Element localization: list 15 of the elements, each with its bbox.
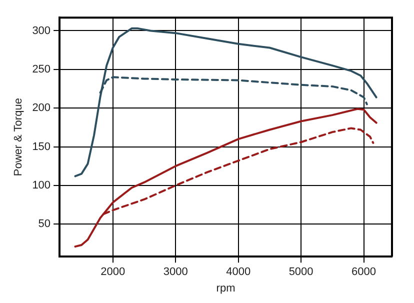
x-tick-label: 2000	[100, 266, 126, 278]
y-tick-label: 50	[38, 218, 51, 230]
x-axis-title: rpm	[216, 282, 236, 294]
x-tick-label: 6000	[352, 266, 376, 278]
y-tick-label: 300	[32, 24, 51, 37]
y-tick-label: 100	[32, 179, 51, 192]
y-axis-title: Power & Torque	[12, 98, 25, 176]
line-series	[102, 127, 374, 216]
y-tick-label: 250	[32, 63, 51, 76]
y-tick-label: 150	[32, 140, 51, 153]
x-tick-label: 4000	[226, 266, 251, 278]
line-series	[99, 76, 368, 106]
x-tick-label: 5000	[288, 266, 314, 278]
y-tick-label: 200	[32, 102, 51, 114]
x-tick-label: 3000	[163, 266, 188, 278]
